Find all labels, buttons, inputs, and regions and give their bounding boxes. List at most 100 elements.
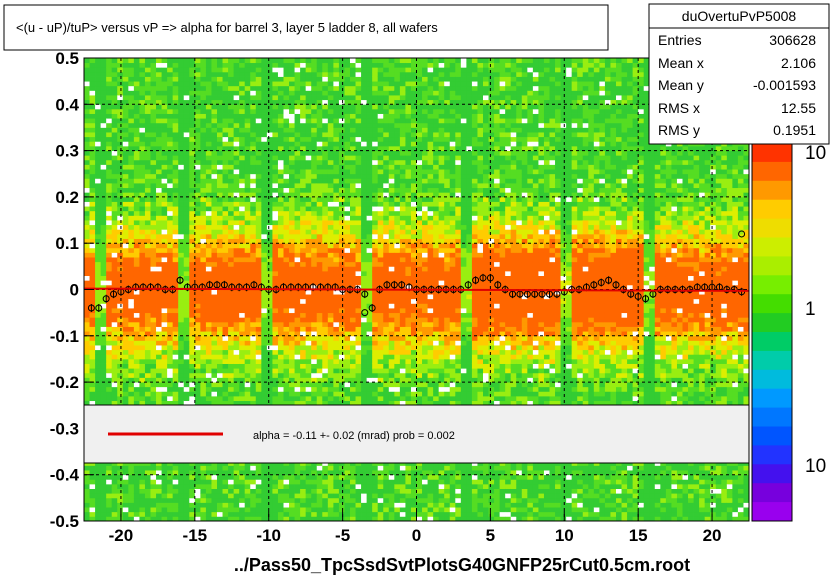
heatmap-cell bbox=[233, 150, 240, 156]
heatmap-cell bbox=[300, 479, 307, 485]
heatmap-cell bbox=[194, 321, 201, 327]
heatmap-cell bbox=[205, 201, 212, 207]
heatmap-cell bbox=[338, 321, 345, 327]
heatmap-cell bbox=[106, 76, 113, 82]
heatmap-cell bbox=[344, 303, 351, 309]
heatmap-cell bbox=[289, 507, 295, 513]
heatmap-cell bbox=[178, 108, 185, 114]
heatmap-cell bbox=[294, 247, 301, 253]
heatmap-cell bbox=[95, 266, 102, 272]
heatmap-cell bbox=[178, 196, 185, 202]
heatmap-cell bbox=[233, 252, 240, 258]
heatmap-cell bbox=[117, 372, 124, 378]
heatmap-cell bbox=[239, 206, 246, 212]
heatmap-cell bbox=[233, 386, 240, 392]
heatmap-cell bbox=[233, 247, 240, 253]
heatmap-cell bbox=[305, 85, 312, 91]
heatmap-cell bbox=[316, 164, 323, 170]
heatmap-cell bbox=[294, 108, 301, 114]
heatmap-cell bbox=[200, 386, 207, 392]
heatmap-cell bbox=[327, 215, 334, 221]
heatmap-cell bbox=[350, 229, 356, 235]
heatmap-cell bbox=[106, 210, 113, 216]
heatmap-cell bbox=[167, 331, 174, 337]
heatmap-cell bbox=[344, 90, 351, 96]
heatmap-cell bbox=[222, 266, 229, 272]
heatmap-cell bbox=[139, 266, 146, 272]
heatmap-cell bbox=[200, 229, 207, 235]
heatmap-cell bbox=[355, 326, 362, 332]
heatmap-cell bbox=[311, 340, 318, 346]
heatmap-cell bbox=[95, 95, 102, 101]
heatmap-cell bbox=[150, 349, 157, 355]
heatmap-cell bbox=[316, 516, 323, 522]
heatmap-cell bbox=[333, 150, 340, 156]
heatmap-cell bbox=[316, 127, 323, 133]
heatmap-cell bbox=[111, 67, 118, 73]
heatmap-cell bbox=[311, 470, 318, 476]
heatmap-cell bbox=[311, 298, 318, 304]
heatmap-cell bbox=[283, 192, 290, 198]
heatmap-cell bbox=[250, 220, 257, 226]
heatmap-cell bbox=[327, 358, 334, 364]
heatmap-cell bbox=[255, 252, 262, 258]
heatmap-cell bbox=[161, 275, 168, 281]
heatmap-cell bbox=[156, 187, 162, 193]
heatmap-cell bbox=[355, 497, 362, 503]
heatmap-cell bbox=[233, 141, 240, 147]
heatmap-cell bbox=[244, 233, 251, 239]
heatmap-cell bbox=[194, 192, 201, 198]
heatmap-cell bbox=[189, 108, 196, 114]
heatmap-cell bbox=[233, 71, 240, 77]
heatmap-cell bbox=[222, 169, 229, 175]
heatmap-cell bbox=[277, 294, 284, 300]
heatmap-cell bbox=[122, 335, 129, 341]
heatmap-cell bbox=[250, 335, 257, 341]
heatmap-cell bbox=[100, 502, 107, 508]
heatmap-cell bbox=[344, 331, 351, 337]
heatmap-cell bbox=[172, 345, 179, 351]
heatmap-cell bbox=[89, 187, 96, 193]
heatmap-cell bbox=[338, 118, 345, 124]
heatmap-cell bbox=[350, 95, 356, 101]
heatmap-cell bbox=[89, 132, 96, 138]
heatmap-cell bbox=[233, 108, 240, 114]
heatmap-cell bbox=[156, 243, 162, 249]
heatmap-cell bbox=[327, 58, 334, 64]
heatmap-cell bbox=[183, 280, 190, 286]
heatmap-cell bbox=[333, 71, 340, 77]
heatmap-cell bbox=[133, 511, 140, 517]
heatmap-cell bbox=[350, 238, 356, 244]
heatmap-cell bbox=[161, 368, 168, 374]
heatmap-cell bbox=[294, 308, 301, 314]
heatmap-cell bbox=[294, 132, 301, 138]
heatmap-cell bbox=[95, 233, 102, 239]
heatmap-cell bbox=[305, 67, 312, 73]
heatmap-cell bbox=[172, 201, 179, 207]
heatmap-cell bbox=[250, 502, 257, 508]
heatmap-cell bbox=[117, 238, 124, 244]
heatmap-cell bbox=[300, 85, 307, 91]
heatmap-cell bbox=[161, 159, 168, 165]
heatmap-cell bbox=[183, 141, 190, 147]
heatmap-cell bbox=[244, 192, 251, 198]
heatmap-cell bbox=[200, 289, 207, 295]
heatmap-cell bbox=[277, 335, 284, 341]
heatmap-cell bbox=[316, 284, 323, 290]
heatmap-cell bbox=[350, 145, 356, 151]
heatmap-cell bbox=[244, 386, 251, 392]
heatmap-cell bbox=[161, 470, 168, 476]
heatmap-cell bbox=[266, 502, 273, 508]
heatmap-cell bbox=[128, 95, 135, 101]
heatmap-cell bbox=[222, 122, 229, 128]
heatmap-cell bbox=[228, 215, 235, 221]
heatmap-cell bbox=[255, 483, 262, 489]
heatmap-cell bbox=[211, 224, 218, 230]
heatmap-cell bbox=[294, 493, 301, 499]
heatmap-cell bbox=[305, 159, 312, 165]
heatmap-cell bbox=[183, 243, 190, 249]
heatmap-cell bbox=[150, 363, 157, 369]
heatmap-cell bbox=[333, 266, 340, 272]
heatmap-cell bbox=[250, 173, 257, 179]
heatmap-cell bbox=[150, 511, 157, 517]
